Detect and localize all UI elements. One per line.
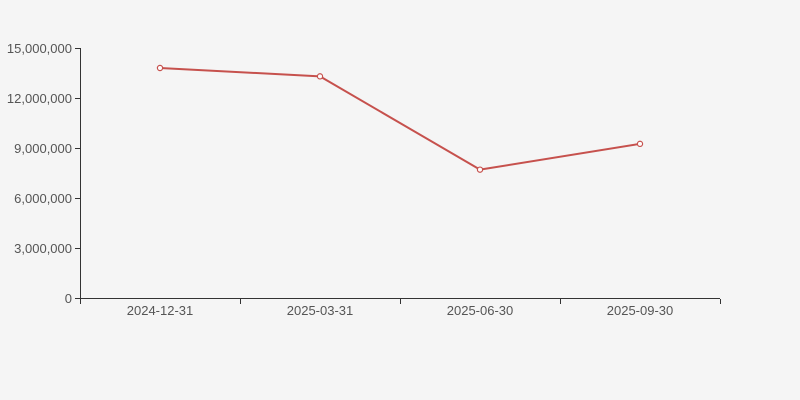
y-axis-label: 15,000,000 xyxy=(7,41,72,56)
y-axis-label: 6,000,000 xyxy=(14,191,72,206)
x-axis-label: 2025-09-30 xyxy=(607,303,674,318)
y-axis-label: 9,000,000 xyxy=(14,141,72,156)
data-point-marker xyxy=(156,64,164,72)
y-axis-label: 3,000,000 xyxy=(14,241,72,256)
y-axis-label: 12,000,000 xyxy=(7,91,72,106)
x-axis-label: 2025-06-30 xyxy=(447,303,514,318)
y-axis-label: 0 xyxy=(65,291,72,306)
data-point-marker xyxy=(316,73,324,80)
x-axis-label: 2025-03-31 xyxy=(287,303,354,318)
x-axis-label: 2024-12-31 xyxy=(127,303,194,318)
data-point-marker xyxy=(476,166,484,173)
data-point-marker xyxy=(636,140,644,148)
series-line xyxy=(159,67,641,171)
